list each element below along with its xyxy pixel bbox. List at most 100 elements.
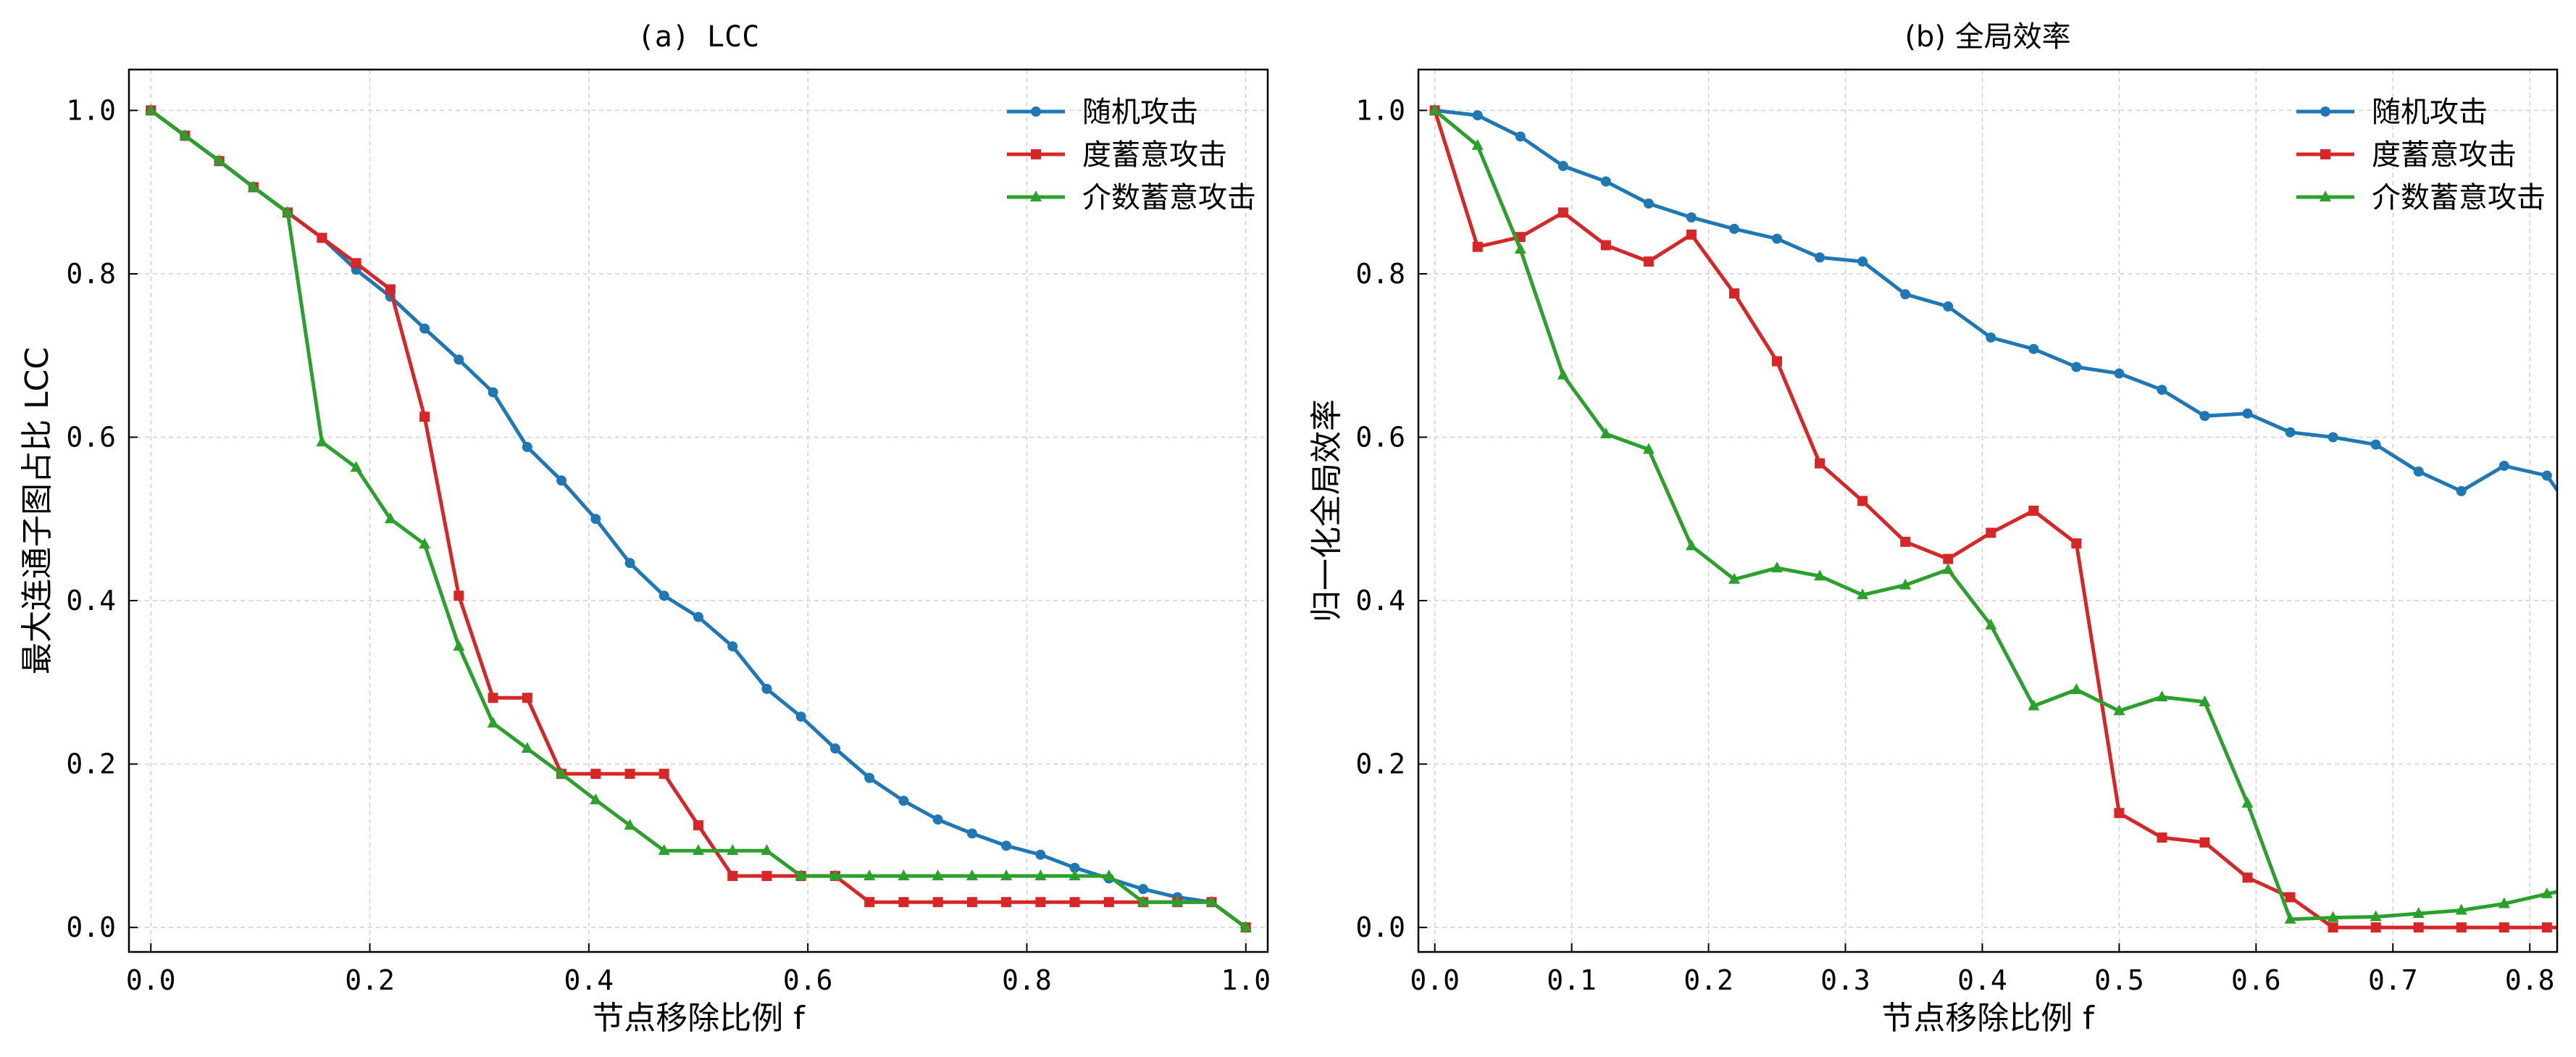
x-tick-label: 0.1 bbox=[1547, 964, 1597, 996]
data-point bbox=[1815, 252, 1826, 263]
data-point bbox=[317, 233, 327, 243]
data-point bbox=[2541, 887, 2553, 898]
data-point bbox=[1034, 869, 1047, 881]
data-point bbox=[2071, 362, 2082, 372]
data-point bbox=[1814, 569, 1826, 581]
y-tick-label: 0.4 bbox=[1355, 585, 1405, 617]
data-point bbox=[1900, 536, 1911, 547]
data-point bbox=[2199, 695, 2211, 706]
data-point bbox=[1643, 198, 1654, 209]
x-tick-label: 0.2 bbox=[345, 964, 395, 996]
data-point bbox=[727, 641, 738, 652]
data-point bbox=[624, 769, 635, 780]
data-point bbox=[1171, 895, 1184, 907]
data-point bbox=[1035, 897, 1046, 908]
data-point bbox=[1001, 840, 1012, 851]
data-point bbox=[864, 772, 875, 783]
data-point bbox=[727, 871, 738, 882]
data-point bbox=[624, 819, 636, 830]
data-point bbox=[1986, 527, 1996, 538]
x-tick-label: 0.4 bbox=[1957, 964, 2007, 996]
data-point bbox=[2114, 368, 2125, 379]
data-point bbox=[1138, 884, 1149, 895]
data-point bbox=[2456, 922, 2467, 933]
data-point bbox=[1557, 161, 1568, 172]
data-point bbox=[1557, 368, 1569, 380]
data-point bbox=[1942, 563, 1954, 575]
legend-marker bbox=[2320, 149, 2330, 159]
data-point bbox=[556, 475, 567, 486]
data-point bbox=[966, 897, 977, 908]
x-tick-label: 0.0 bbox=[126, 964, 176, 996]
data-point bbox=[1239, 921, 1252, 932]
data-point bbox=[1986, 332, 1996, 343]
data-point bbox=[2028, 699, 2040, 711]
data-point bbox=[419, 411, 430, 422]
data-point bbox=[1035, 849, 1046, 860]
data-point bbox=[966, 828, 977, 839]
data-point bbox=[863, 869, 876, 881]
data-point bbox=[2242, 872, 2253, 883]
data-point bbox=[2413, 922, 2424, 933]
data-point bbox=[2284, 912, 2296, 924]
data-point bbox=[213, 154, 225, 166]
data-point bbox=[590, 793, 602, 805]
data-point bbox=[453, 640, 465, 651]
series-line bbox=[1433, 109, 2557, 929]
data-point bbox=[1943, 553, 1954, 564]
data-point bbox=[1685, 539, 1697, 551]
y-tick-label: 0.8 bbox=[66, 258, 116, 290]
data-point bbox=[1103, 869, 1115, 881]
data-point bbox=[624, 558, 635, 569]
data-point bbox=[864, 897, 875, 908]
data-point bbox=[2028, 343, 2039, 354]
data-point bbox=[2241, 796, 2254, 808]
data-point bbox=[2328, 922, 2338, 933]
series-group bbox=[145, 104, 1252, 933]
data-point bbox=[2370, 910, 2382, 922]
x-tick-label: 0.5 bbox=[2094, 964, 2144, 996]
y-tick-label: 0.0 bbox=[1355, 911, 1405, 943]
data-point bbox=[2541, 922, 2552, 933]
data-point bbox=[419, 323, 430, 334]
data-point bbox=[1069, 897, 1080, 908]
data-point bbox=[1001, 897, 1012, 908]
series-line bbox=[1434, 108, 2557, 493]
data-point bbox=[1772, 356, 1783, 367]
data-point bbox=[2114, 808, 2125, 819]
data-point bbox=[2157, 385, 2167, 396]
data-point bbox=[1943, 301, 1954, 312]
data-point bbox=[2498, 922, 2509, 933]
data-point bbox=[2412, 906, 2425, 918]
data-point bbox=[898, 869, 910, 881]
data-point bbox=[2157, 832, 2167, 843]
data-point bbox=[1472, 110, 1483, 121]
data-point bbox=[658, 844, 670, 856]
data-point bbox=[2498, 460, 2509, 471]
data-point bbox=[1429, 104, 1441, 115]
data-point bbox=[1515, 131, 1526, 142]
data-point bbox=[2113, 704, 2125, 716]
data-point bbox=[1205, 895, 1218, 907]
y-axis-label: 归一化全局效率 bbox=[1308, 399, 1345, 622]
data-point bbox=[1069, 862, 1080, 873]
data-point bbox=[351, 258, 361, 269]
data-point bbox=[1000, 869, 1013, 881]
data-point bbox=[1772, 233, 1783, 244]
y-tick-label: 0.4 bbox=[66, 585, 116, 617]
y-tick-label: 0.2 bbox=[66, 748, 116, 780]
data-point bbox=[1643, 256, 1654, 267]
data-point bbox=[1514, 243, 1526, 254]
data-point bbox=[2285, 892, 2296, 903]
data-point bbox=[2156, 690, 2168, 702]
chart-title: (b) 全局效率 bbox=[1904, 20, 2070, 54]
data-point bbox=[1900, 289, 1911, 300]
y-tick-label: 0.6 bbox=[66, 422, 116, 454]
data-point bbox=[282, 206, 294, 217]
data-point bbox=[556, 767, 568, 779]
data-point bbox=[2541, 470, 2552, 481]
data-point bbox=[693, 844, 704, 856]
legend-label: 度蓄意攻击 bbox=[1082, 138, 1227, 172]
plot-frame bbox=[1417, 68, 2559, 953]
